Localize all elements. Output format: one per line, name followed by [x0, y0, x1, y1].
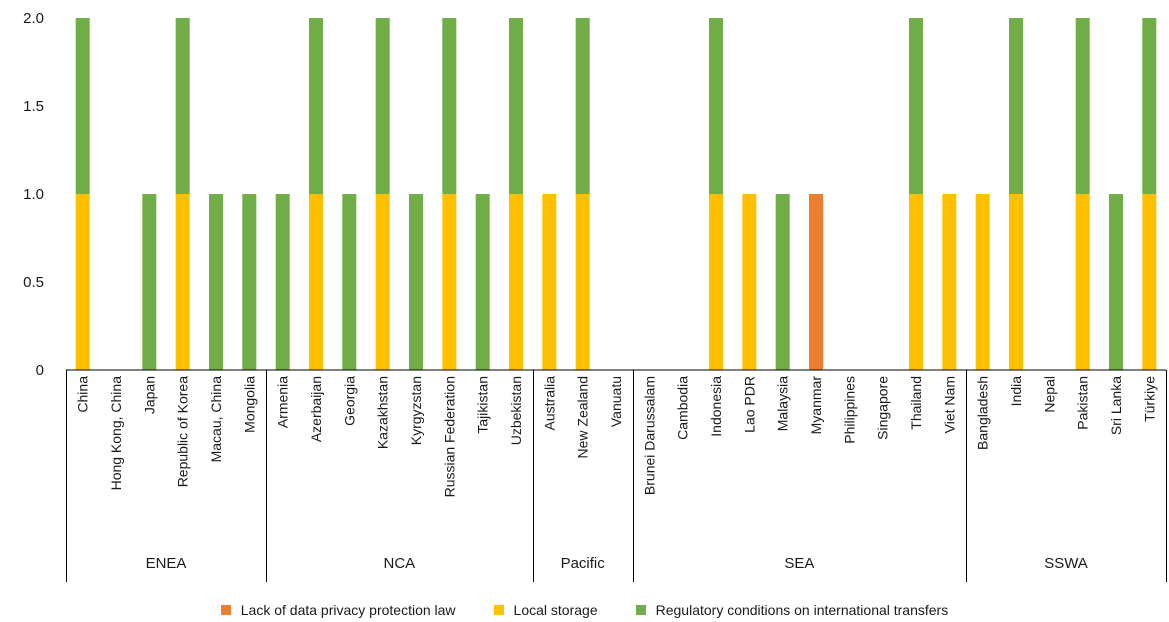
bar-segment [909, 18, 923, 194]
bar-segment [809, 194, 823, 370]
category-label: Georgia [341, 376, 357, 426]
y-tick-label: 0 [36, 362, 44, 379]
bar-segment [509, 194, 523, 370]
bar-segment [942, 194, 957, 370]
category-label: Bangladesh [975, 376, 991, 450]
category-label: Sri Lanka [1108, 376, 1124, 435]
category-label: Indonesia [708, 376, 724, 437]
bar-segment [542, 194, 557, 370]
category-label: Mongolia [241, 376, 257, 433]
category-label: Singapore [875, 376, 891, 440]
category-label: Pakistan [1075, 376, 1091, 430]
category-label: Thailand [908, 376, 924, 430]
bar-segment [75, 194, 90, 370]
group-label: SSWA [1044, 555, 1088, 572]
category-label: Vanuatu [608, 376, 624, 427]
bar-segment [309, 194, 323, 370]
group-label: NCA [383, 555, 415, 572]
bar-segment [575, 194, 590, 370]
bar-segment [1142, 194, 1157, 370]
category-label: Japan [141, 376, 157, 414]
bar-segment [309, 18, 323, 194]
category-label: Tajikistan [475, 376, 491, 434]
category-label: Republic of Korea [175, 376, 191, 488]
bar-segment [509, 18, 523, 194]
bar-segment [442, 194, 457, 370]
bar-segment [442, 18, 457, 194]
group-label: Pacific [561, 555, 606, 572]
bar-segment [175, 194, 190, 370]
legend-label-regulatory: Regulatory conditions on international t… [655, 602, 949, 618]
category-label: Philippines [841, 376, 857, 444]
stacked-bar-chart: 0 0.5 1.0 1.5 2.0 China Hong Kong, China Japan R… [23, 10, 1167, 582]
bar-segment [709, 194, 723, 370]
bar-segment [1009, 18, 1023, 194]
bar-segment [742, 194, 757, 370]
category-label: Nepal [1041, 376, 1057, 413]
category-label: Armenia [275, 376, 291, 428]
legend: Lack of data privacy protection law Loca… [0, 598, 1169, 622]
legend-label-local-storage: Local storage [513, 602, 598, 618]
category-label: Uzbekistan [508, 376, 524, 445]
y-tick-label: 0.5 [23, 274, 44, 291]
bar-segment [375, 194, 390, 370]
category-label: Azerbaijan [308, 376, 324, 442]
bar-segment [209, 194, 223, 370]
category-label: India [1008, 376, 1024, 407]
bar-segment [1075, 194, 1090, 370]
bar-segment [475, 194, 490, 370]
bar-segment [75, 18, 90, 194]
y-tick-label: 1.0 [23, 186, 44, 203]
bar-segment [175, 18, 190, 194]
legend-item-local-storage: Local storage [493, 602, 598, 618]
category-label: Kyrgyzstan [408, 376, 424, 445]
category-label: Brunei Darussalam [641, 376, 657, 495]
bar-segment [375, 18, 390, 194]
bar-segment [575, 18, 590, 194]
category-label: China [75, 376, 91, 413]
bar-segment [242, 194, 257, 370]
category-label: Hong Kong, China [108, 376, 124, 491]
category-label: Türkiye [1141, 376, 1157, 422]
category-label: Myanmar [808, 376, 824, 435]
category-label: Viet Nam [941, 376, 957, 433]
category-label: Australia [541, 376, 557, 431]
y-tick-label: 2.0 [23, 10, 44, 27]
legend-swatch-regulatory [635, 605, 646, 615]
bar-segment [709, 18, 723, 194]
bar-segment [775, 194, 790, 370]
bar-segment [142, 194, 157, 370]
legend-item-regulatory: Regulatory conditions on international t… [635, 602, 949, 618]
category-label: Malaysia [775, 376, 791, 431]
category-label: Kazakhstan [375, 376, 391, 449]
bar-segment [409, 194, 423, 370]
category-label: Cambodia [675, 376, 691, 440]
bar-segment [975, 194, 990, 370]
bar-segment [275, 194, 290, 370]
bar-segment [1075, 18, 1090, 194]
bar-segment [909, 194, 923, 370]
legend-swatch-privacy [220, 605, 231, 615]
legend-label-privacy: Lack of data privacy protection law [240, 602, 456, 618]
group-label: SEA [784, 555, 814, 572]
category-label: New Zealand [575, 376, 591, 459]
bar-segment [1009, 194, 1023, 370]
legend-item-privacy: Lack of data privacy protection law [220, 602, 456, 618]
bar-segment [342, 194, 357, 370]
y-tick-label: 1.5 [23, 98, 44, 115]
legend-swatch-local-storage [493, 605, 504, 615]
bar-segment [1142, 18, 1157, 194]
category-label: Macau, China [208, 376, 224, 463]
bar-segment [1109, 194, 1123, 370]
group-label: ENEA [146, 555, 187, 572]
category-label: Russian Federation [441, 376, 457, 497]
category-label: Lao PDR [741, 376, 757, 433]
